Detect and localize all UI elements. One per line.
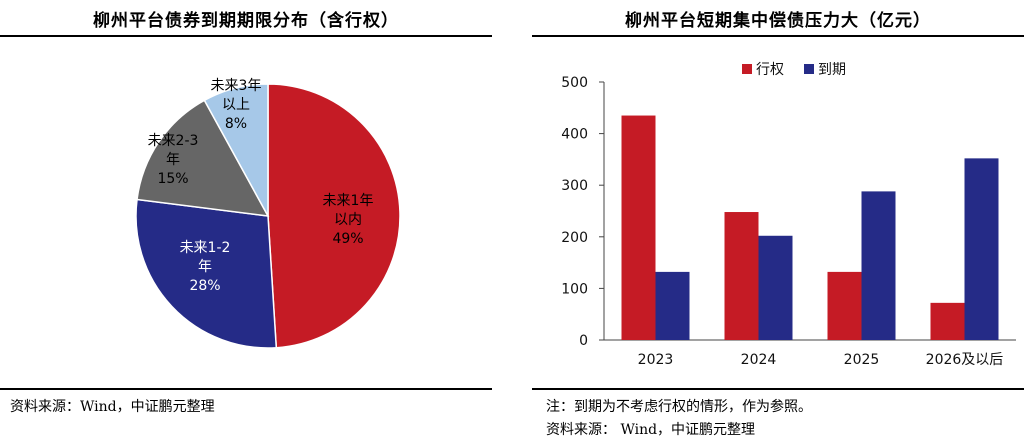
x-tick-label: 2026及以后 [926,352,1004,368]
pie-slice-label: 年 [166,152,180,168]
bar-maturity [758,235,793,340]
y-tick-label: 300 [561,178,588,194]
pie-slice-label: 未来3年 [211,78,262,94]
pie-slice-label: 49% [332,231,363,247]
bar-chart-title: 柳州平台短期集中偿债压力大（亿元） [625,11,931,31]
pie-slice-label: 以内 [334,212,362,228]
pie-slice-label: 未来1年 [323,193,374,209]
top-rule-left [0,35,492,37]
legend-label: 到期 [818,62,846,78]
bar-exercise [621,115,656,340]
bottom-rule-right [532,388,1024,390]
y-tick-label: 0 [579,333,588,349]
bar-exercise [930,302,965,340]
pie-slice-label: 8% [225,116,247,132]
top-rule-right [532,35,1024,37]
x-tick-label: 2025 [844,352,880,368]
pie-slice-label: 28% [189,278,220,294]
y-tick-label: 200 [561,230,588,246]
source-note-right: 资料来源： Wind，中证鹏元整理 [546,422,756,438]
pie-slice [203,83,269,217]
x-tick-label: 2023 [638,352,674,368]
bar-exercise [724,212,759,340]
pie-slice-label: 以上 [222,97,250,113]
pie-slice-label: 年 [198,259,212,275]
pie-slice-label: 未来1-2 [180,240,231,256]
pie-slice-label: 15% [157,171,188,187]
bar-maturity [861,191,896,340]
bar-maturity [655,271,690,340]
y-tick-label: 500 [561,75,588,91]
y-tick-label: 400 [561,127,588,143]
pie-slice [267,83,401,349]
legend-swatch [804,64,814,74]
legend-swatch [742,64,752,74]
pie-chart-title: 柳州平台债券到期期限分布（含行权） [93,11,399,31]
pie-slice-label: 未来2-3 [148,133,199,149]
bar-maturity [964,158,999,340]
bar-exercise [827,271,862,340]
legend-label: 行权 [756,62,784,78]
footnote-right: 注：到期为不考虑行权的情形，作为参照。 [546,399,812,415]
y-tick-label: 100 [561,281,588,297]
source-note-left: 资料来源：Wind，中证鹏元整理 [10,399,215,415]
pie-slice [136,99,270,217]
pie-slice [135,198,278,349]
bottom-rule-left [0,388,492,390]
x-tick-label: 2024 [741,352,777,368]
